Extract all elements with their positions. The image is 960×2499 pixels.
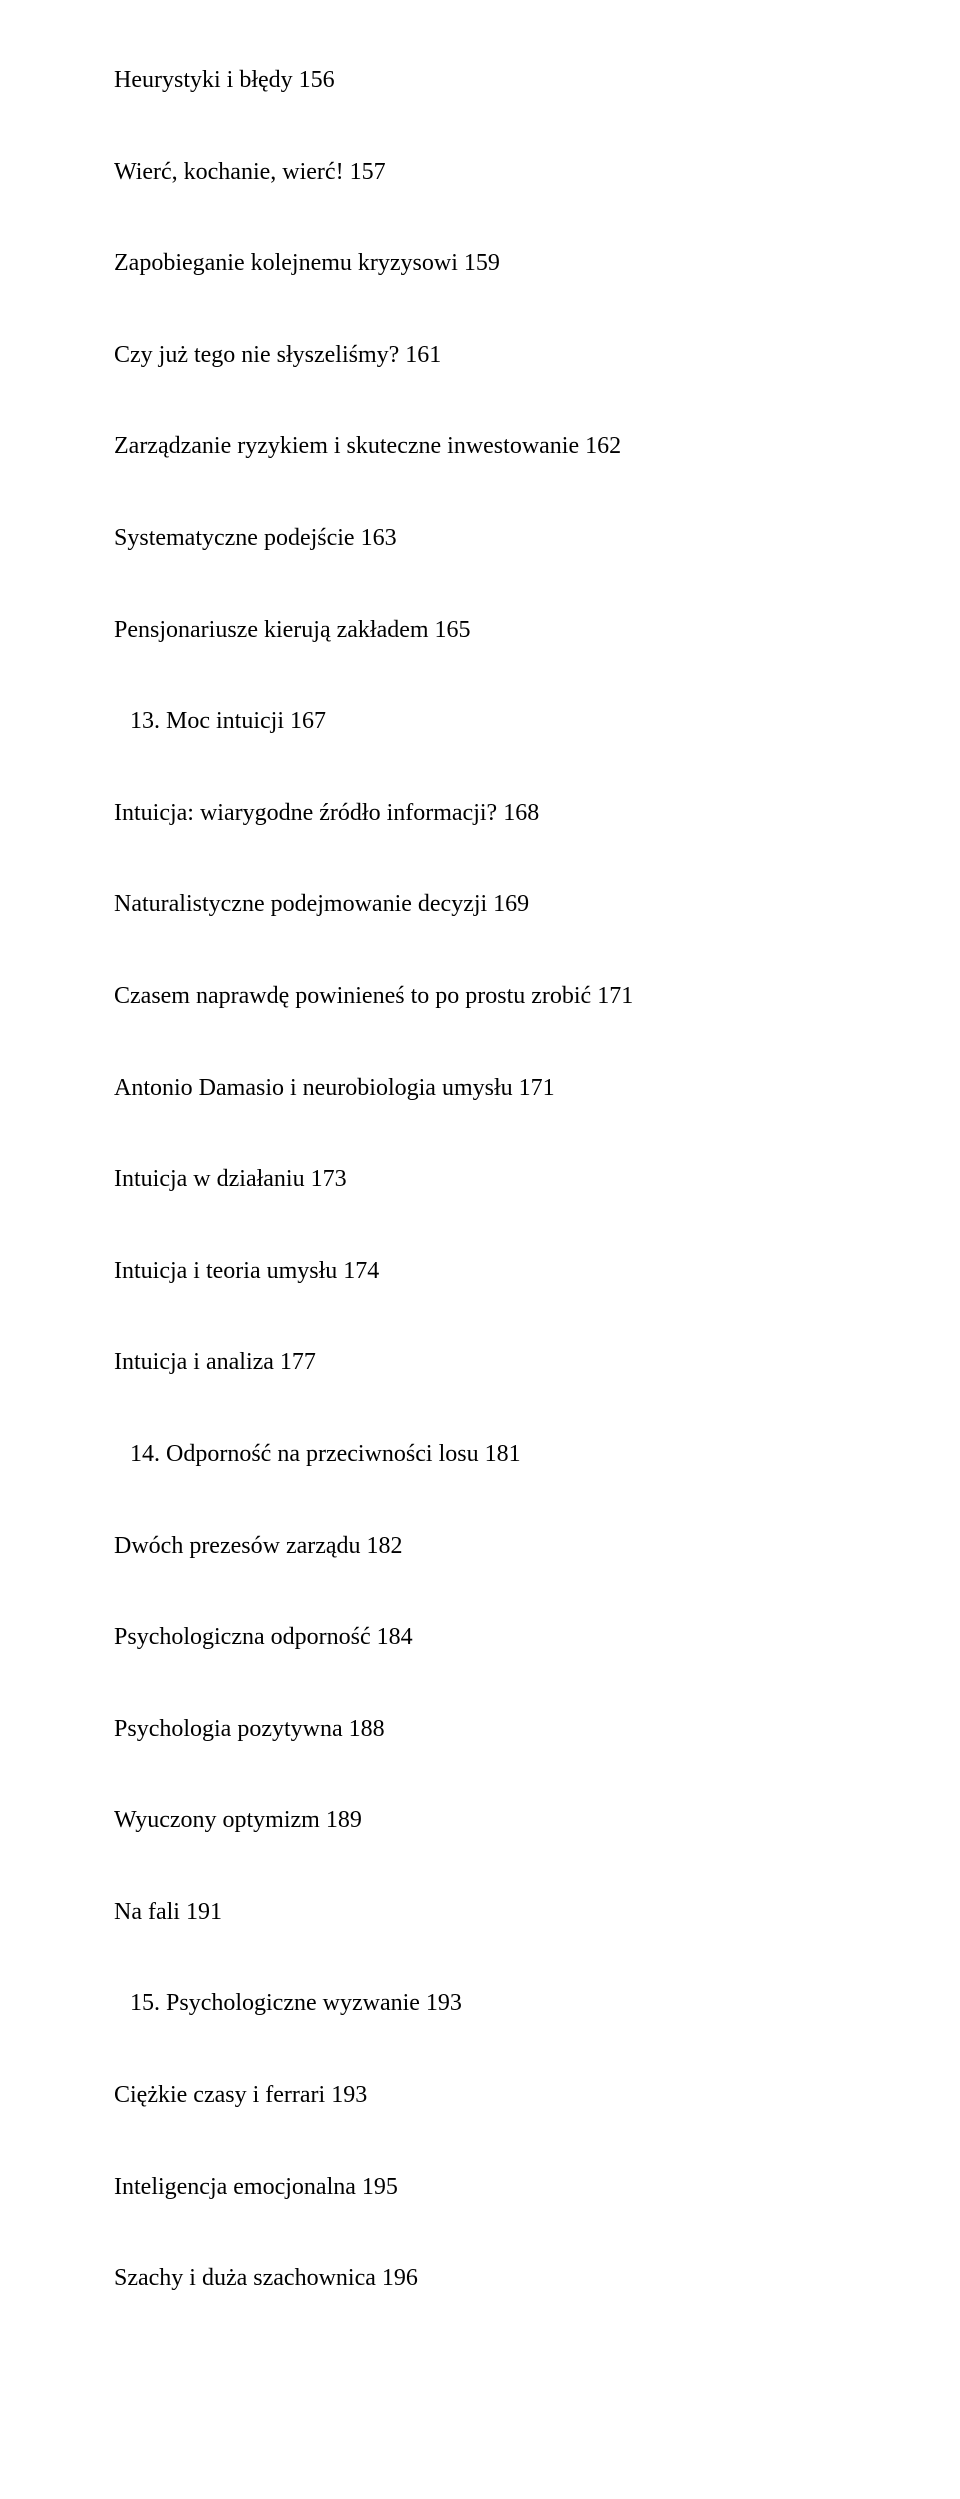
toc-entry: Psychologiczna odporność 184 xyxy=(114,1615,846,1661)
toc-entry: Heurystyki i błędy 156 xyxy=(114,58,846,104)
toc-entry: Intuicja: wiarygodne źródło informacji? … xyxy=(114,791,846,837)
toc-entry: Pensjonariusze kierują zakładem 165 xyxy=(114,608,846,654)
toc-entry: Naturalistyczne podejmowanie decyzji 169 xyxy=(114,882,846,928)
toc-entry: Czy już tego nie słyszeliśmy? 161 xyxy=(114,333,846,379)
toc-entry: Zarządzanie ryzykiem i skuteczne inwesto… xyxy=(114,424,846,470)
toc-entry: Intuicja w działaniu 173 xyxy=(114,1157,846,1203)
toc-entry: Intuicja i analiza 177 xyxy=(114,1340,846,1386)
toc-entry: Inteligencja emocjonalna 195 xyxy=(114,2165,846,2211)
toc-entry: Systematyczne podejście 163 xyxy=(114,516,846,562)
toc-entry: Wierć, kochanie, wierć! 157 xyxy=(114,150,846,196)
toc-entry: 15. Psychologiczne wyzwanie 193 xyxy=(114,1981,846,2027)
toc-entry: Zapobieganie kolejnemu kryzysowi 159 xyxy=(114,241,846,287)
toc-container: Heurystyki i błędy 156 Wierć, kochanie, w… xyxy=(114,58,846,2302)
toc-entry: Czasem naprawdę powinieneś to po prostu … xyxy=(114,974,846,1020)
toc-entry: Szachy i duża szachownica 196 xyxy=(114,2256,846,2302)
toc-entry: 14. Odporność na przeciwności losu 181 xyxy=(114,1432,846,1478)
toc-entry: Psychologia pozytywna 188 xyxy=(114,1707,846,1753)
toc-entry: Wyuczony optymizm 189 xyxy=(114,1798,846,1844)
toc-entry: Ciężkie czasy i ferrari 193 xyxy=(114,2073,846,2119)
toc-entry: Intuicja i teoria umysłu 174 xyxy=(114,1249,846,1295)
toc-entry: 13. Moc intuicji 167 xyxy=(114,699,846,745)
toc-entry: Na fali 191 xyxy=(114,1890,846,1936)
toc-entry: Dwóch prezesów zarządu 182 xyxy=(114,1524,846,1570)
toc-entry: Antonio Damasio i neurobiologia umysłu 1… xyxy=(114,1066,846,1112)
